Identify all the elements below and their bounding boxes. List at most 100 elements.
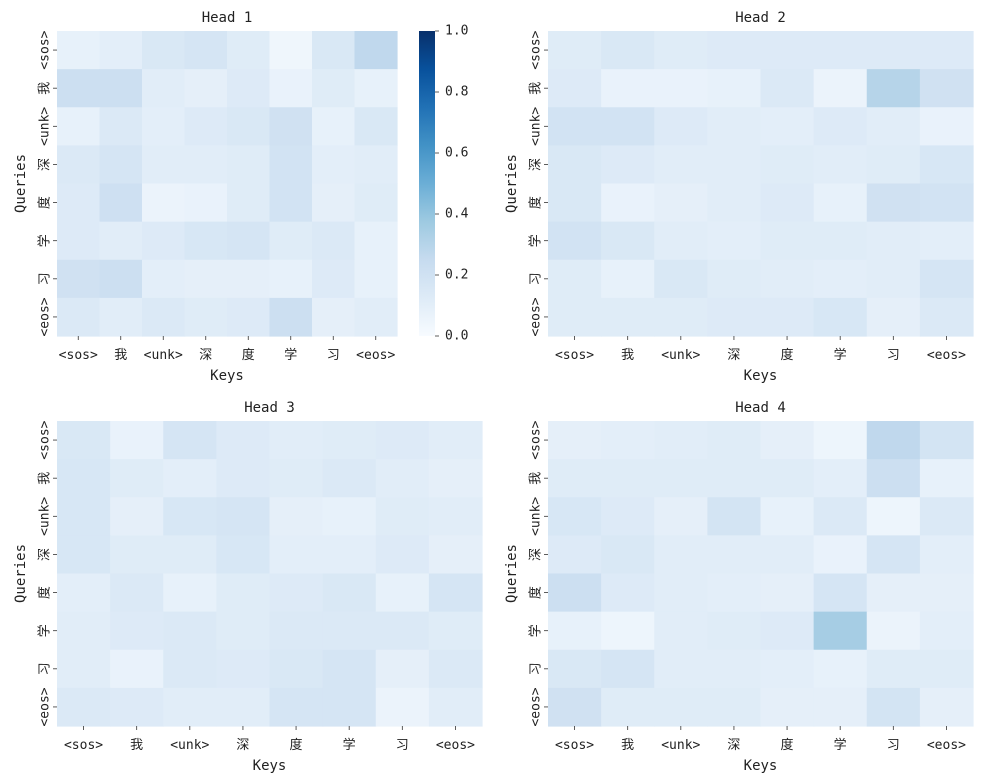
heatmap-cell	[110, 535, 164, 575]
heatmap-cell	[919, 31, 974, 70]
heatmap-cell	[163, 687, 217, 727]
heatmap-cell	[57, 107, 101, 146]
heatmap-cell	[654, 459, 708, 498]
heatmap-cell	[163, 459, 217, 498]
heatmap-cell	[57, 259, 101, 299]
x-tick-label: 我	[621, 348, 634, 363]
heatmap-cell	[707, 459, 762, 498]
heatmap-cell	[919, 459, 974, 498]
heatmap-cell	[269, 459, 324, 498]
heatmap-cell	[99, 221, 143, 261]
heatmap-cell	[601, 611, 655, 651]
heatmap-cell	[99, 259, 143, 299]
heatmap-cell	[919, 649, 974, 689]
x-tick-label: <sos>	[59, 348, 98, 363]
heatmap-cell	[142, 107, 186, 146]
heatmap-cell	[919, 297, 974, 337]
heatmap-cell	[322, 573, 377, 613]
x-tick-label: <sos>	[64, 738, 103, 753]
heatmap-cell	[312, 183, 356, 223]
heatmap-cell	[866, 31, 921, 70]
heatmap-cell	[548, 145, 602, 185]
heatmap-cell	[707, 649, 762, 689]
y-tick-label: 度	[528, 586, 544, 599]
heatmap-cell	[548, 421, 602, 460]
heatmap-cell	[919, 611, 974, 651]
y-tick-label: <eos>	[38, 687, 53, 726]
colorbar-tick-label: 0.0	[445, 329, 468, 344]
heatmap-cell	[813, 183, 868, 223]
heatmap-cell	[354, 183, 398, 223]
heatmap-cell	[760, 421, 815, 460]
x-axis-label: Keys	[210, 368, 244, 384]
heatmap-cell	[813, 145, 868, 185]
y-tick-label: 学	[37, 624, 53, 637]
heatmap-cell	[312, 107, 356, 146]
heatmap-cell	[654, 535, 708, 575]
heatmap-cell	[57, 497, 111, 536]
x-tick-label: <sos>	[555, 348, 594, 363]
heatmap-cell	[813, 31, 868, 70]
x-tick-label: <eos>	[356, 348, 395, 363]
y-tick-label: 我	[38, 82, 53, 95]
colorbar-gradient	[419, 31, 435, 336]
x-axis-label: Keys	[744, 368, 778, 384]
heatmap-cell	[601, 183, 655, 223]
panel-title: Head 4	[735, 400, 786, 416]
heatmap-cell	[142, 31, 186, 70]
heatmap-cell	[813, 421, 868, 460]
heatmap-cell	[813, 107, 868, 146]
heatmap-cell	[601, 145, 655, 185]
heatmap-cell	[760, 687, 815, 727]
heatmap-cell	[813, 573, 868, 613]
heatmap-cell	[654, 497, 708, 536]
heatmap-cell	[866, 459, 921, 498]
heatmap-cell	[216, 649, 271, 689]
colorbar: 0.0 0.2 0.4 0.6 0.8 1.0	[419, 24, 469, 344]
heatmap-cell	[548, 687, 602, 727]
heatmap-cell	[216, 573, 271, 613]
y-tick-label: 我	[529, 82, 544, 95]
heatmap-cell	[707, 107, 762, 146]
heatmap-cell	[428, 421, 483, 460]
heatmap-cell	[57, 459, 111, 498]
heatmap-cell	[654, 31, 708, 70]
heatmap-cell	[813, 459, 868, 498]
heatmap-cell	[269, 611, 324, 651]
y-tick-label: <sos>	[529, 420, 544, 459]
heatmap-cell	[813, 687, 868, 727]
heatmap-cell	[57, 687, 111, 727]
colorbar-tick-label: 0.2	[445, 268, 468, 283]
heatmap-cell	[548, 107, 602, 146]
heatmap-cell	[866, 649, 921, 689]
heatmap-cell	[184, 145, 228, 185]
heatmap-cell	[548, 573, 602, 613]
y-axis-label: Queries	[504, 544, 520, 603]
heatmap-cell	[601, 107, 655, 146]
heatmap-cell	[227, 183, 271, 223]
heatmap-cell	[184, 69, 228, 108]
x-tick-label: 学	[343, 737, 356, 753]
heatmap-cell	[866, 183, 921, 223]
heatmap-cell	[866, 69, 921, 108]
heatmap-cell	[707, 573, 762, 613]
x-tick-label: <unk>	[661, 738, 700, 753]
heatmap-cell	[866, 535, 921, 575]
heatmap-cell	[227, 221, 271, 261]
heatmap-cell	[707, 687, 762, 727]
heatmap-cell	[142, 145, 186, 185]
x-axis-label: Keys	[253, 758, 287, 774]
heatmap-cell	[760, 107, 815, 146]
heatmap-cell	[142, 69, 186, 108]
x-tick-label: 习	[887, 348, 900, 363]
y-tick-label: 习	[529, 272, 544, 285]
x-tick-label: 学	[834, 737, 847, 753]
heatmap-cell	[354, 69, 398, 108]
heatmap-cell	[813, 497, 868, 536]
heatmap-cell	[110, 497, 164, 536]
heatmap-cell	[866, 107, 921, 146]
heatmap-cell	[184, 183, 228, 223]
heatmap-cell	[57, 649, 111, 689]
heatmap-cell	[269, 573, 324, 613]
